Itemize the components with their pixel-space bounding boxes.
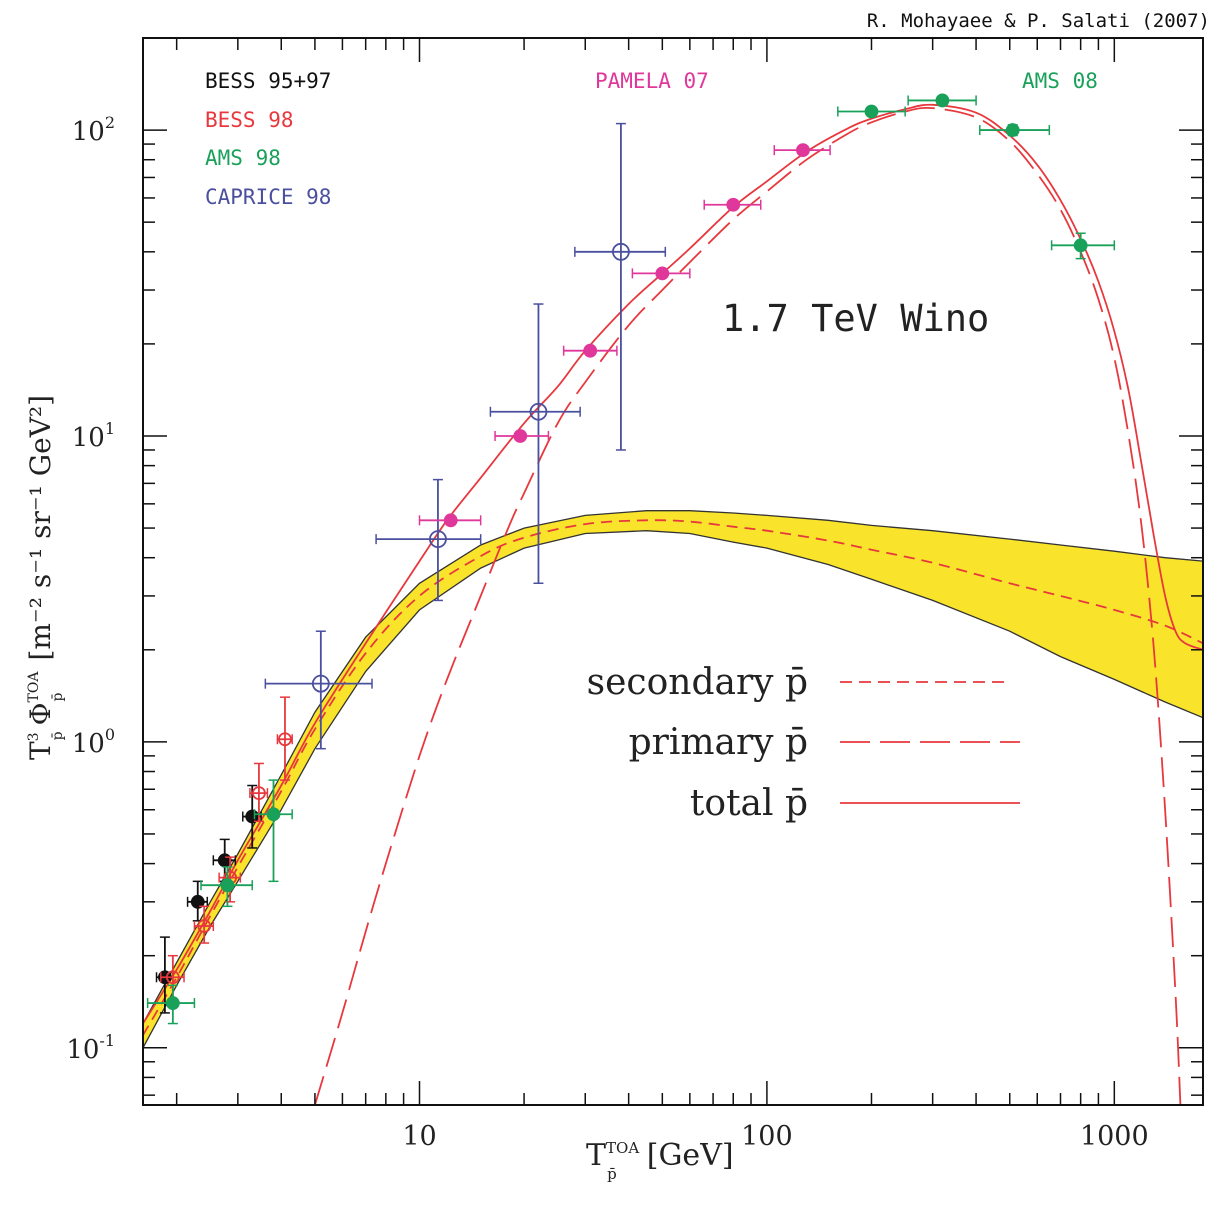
curve-primary (314, 106, 1182, 1105)
curve-secondary (143, 519, 1203, 1036)
y-tick-label-base: 10 (72, 117, 105, 147)
data-marker (278, 732, 292, 747)
data-point (418, 513, 482, 528)
data-point (489, 303, 581, 585)
data-point (773, 143, 831, 158)
data-point (253, 779, 293, 883)
y-axis-label-sup1: 3 (26, 732, 42, 741)
plot-frame (142, 37, 1204, 1106)
data-marker (583, 343, 598, 358)
legend-label-secondary: secondary p̄ (587, 662, 808, 703)
data-points-layer (146, 93, 1116, 1025)
data-marker (1073, 238, 1088, 253)
data-point (146, 984, 196, 1025)
x-tick-label: 10 (402, 1121, 436, 1152)
data-point (837, 104, 906, 119)
experiment-label-ams-08: AMS 08 (1022, 69, 1098, 93)
data-point (375, 478, 482, 602)
band-lower-edge (143, 530, 1203, 1049)
data-marker (1005, 123, 1020, 137)
credit-text: R. Mohayaee & P. Salati (2007) (867, 10, 1210, 32)
data-marker (726, 197, 741, 212)
legend: secondary p̄ primary p̄ total p̄ (587, 662, 1020, 824)
legend-label-primary: primary p̄ (629, 722, 808, 763)
data-marker (429, 530, 447, 549)
secondary-uncertainty-band (143, 510, 1203, 1048)
data-point (264, 630, 373, 750)
y-axis-label-main: T (24, 741, 57, 760)
x-axis-label-main: T (586, 1138, 606, 1173)
y-tick-label-exponent: 2 (105, 113, 115, 132)
data-marker (443, 513, 458, 528)
y-tick-label-exponent: -1 (99, 1031, 115, 1050)
data-marker (311, 674, 330, 693)
secondary-uncertainty-band-layer (143, 510, 1203, 1049)
y-tick-label-base: 10 (66, 1035, 99, 1065)
model-curves-layer (143, 103, 1203, 1105)
data-marker (612, 242, 630, 261)
data-marker (165, 970, 180, 985)
y-tick-label-exponent: 0 (105, 725, 115, 744)
y-axis-label-unit: [m⁻² s⁻¹ sr⁻¹ GeV²] (24, 395, 57, 661)
x-axis-label: TTOA p̄ [GeV] (586, 1138, 734, 1183)
y-axis-label: T3 p̄ΦTOA p̄[m⁻² s⁻¹ sr⁻¹ GeV²] (24, 395, 66, 760)
data-marker (864, 104, 879, 119)
data-point (186, 880, 209, 922)
data-point (979, 123, 1051, 137)
data-point (907, 93, 977, 108)
band-upper-edge (143, 510, 1203, 1024)
y-axis-label-sub2: p̄ (50, 693, 66, 702)
data-point (200, 866, 253, 908)
data-marker (197, 919, 212, 933)
data-marker (190, 894, 205, 909)
y-tick-label-exponent: 1 (105, 419, 115, 438)
data-point (631, 266, 691, 281)
data-marker (217, 853, 232, 868)
y-axis-label-sup2: TOA (26, 671, 42, 703)
data-point (1050, 232, 1116, 260)
x-tick-label: 100 (741, 1121, 793, 1152)
data-point (276, 696, 293, 781)
experiment-label-bess-95-97: BESS 95+97 (205, 69, 331, 93)
model-annotation: 1.7 TeV Wino (722, 297, 989, 340)
data-point (574, 122, 667, 451)
y-tick-label-base: 10 (72, 423, 105, 453)
experiment-label-ams-98: AMS 98 (205, 146, 281, 170)
data-point (193, 905, 215, 944)
data-point (494, 429, 550, 443)
data-marker (252, 786, 266, 801)
x-axis-label-unit: [GeV] (647, 1138, 734, 1173)
y-tick-label: 101 (72, 419, 115, 453)
y-axis-label-sub1: p̄ (50, 731, 66, 740)
data-marker (220, 878, 235, 893)
x-axis-label-sub: p̄ (607, 1165, 617, 1183)
experiment-label-caprice-98: CAPRICE 98 (205, 185, 331, 209)
x-tick-label: 1000 (1080, 1121, 1149, 1152)
experiment-labels: BESS 95+97 BESS 98 AMS 98 CAPRICE 98 PAM… (205, 69, 1098, 209)
data-point (562, 343, 618, 358)
data-marker (935, 93, 950, 108)
data-marker (529, 402, 548, 421)
legend-label-total: total p̄ (690, 783, 808, 824)
y-tick-label: 102 (72, 113, 115, 147)
data-marker (655, 266, 670, 281)
experiment-label-pamela-07: PAMELA 07 (595, 69, 709, 93)
curve-total (143, 103, 1203, 1024)
x-axis-label-sup: TOA (606, 1139, 639, 1157)
data-marker (165, 996, 180, 1010)
data-point (703, 197, 762, 212)
y-tick-label: 100 (72, 725, 115, 759)
data-marker (796, 143, 810, 158)
y-axis-label-phi: Φ (24, 702, 57, 725)
data-point (249, 762, 269, 823)
axis-ticks-layer (143, 37, 1203, 1105)
data-marker (513, 429, 528, 443)
y-tick-label-base: 10 (72, 729, 105, 759)
data-marker (266, 807, 281, 822)
experiment-label-bess-98: BESS 98 (205, 108, 294, 132)
y-tick-label: 10-1 (66, 1031, 115, 1065)
